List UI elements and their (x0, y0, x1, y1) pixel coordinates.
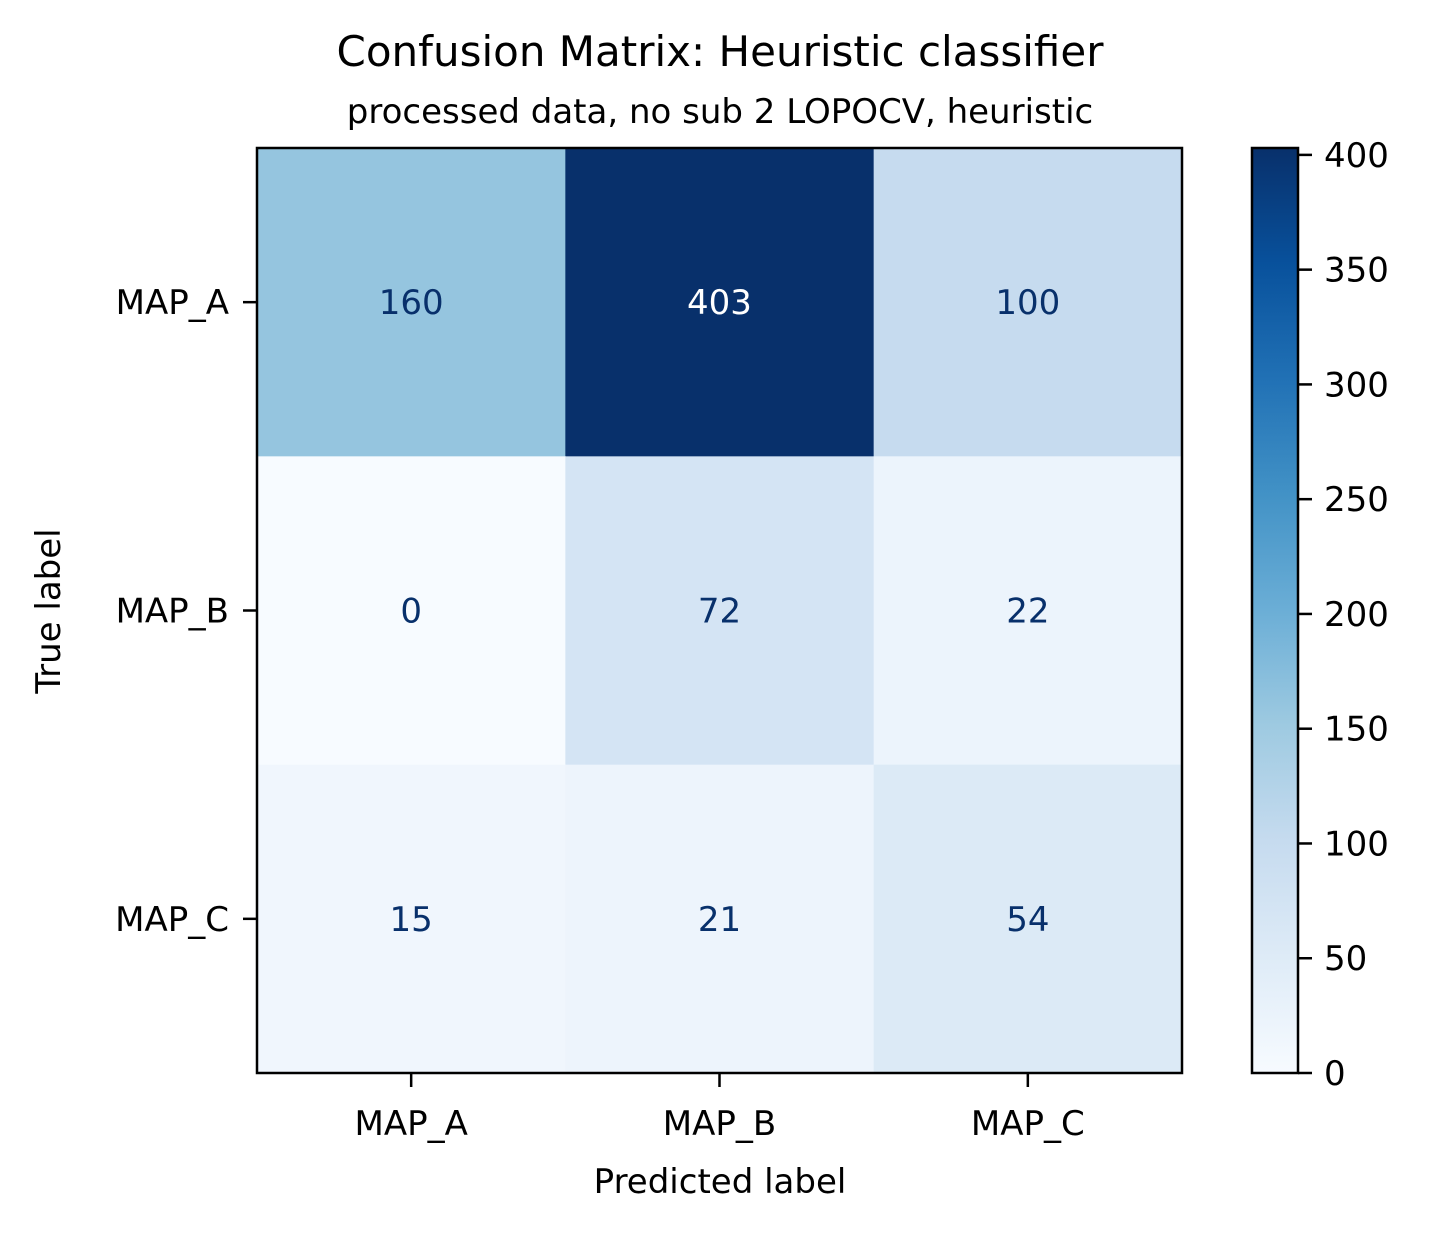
y-axis-label: True label (29, 528, 69, 694)
heatmap-cell (565, 764, 875, 1074)
colorbar-tick-label: 150 (1324, 710, 1389, 750)
x-tick-label: MAP_C (971, 1104, 1085, 1144)
colorbar-tick-label: 250 (1324, 480, 1389, 520)
cell-value-label: 160 (379, 283, 444, 323)
cell-value-label: 22 (1006, 592, 1049, 632)
cell-value-label: 21 (698, 900, 741, 940)
colorbar-gradient (1250, 146, 1300, 1075)
x-axis-ticks: MAP_A MAP_B MAP_C (354, 1073, 1085, 1144)
heatmap-cell (873, 148, 1183, 457)
heatmap-cell (873, 764, 1183, 1074)
heatmap-cell (873, 456, 1183, 766)
x-tick-label: MAP_B (663, 1104, 776, 1144)
colorbar-tick-label: 200 (1324, 595, 1389, 635)
cell-value-label: 403 (687, 283, 752, 323)
colorbar-tick-label: 100 (1324, 824, 1389, 864)
y-tick-label: MAP_C (115, 900, 229, 940)
y-tick-label: MAP_A (116, 283, 229, 323)
heatmap-cells: 160 403 100 0 72 22 15 21 54 (257, 148, 1183, 1074)
cell-value-label: 54 (1006, 900, 1049, 940)
colorbar-ticks: 0 50 100 150 200 250 300 350 400 (1298, 136, 1389, 1094)
heatmap-cell (257, 148, 566, 457)
chart-title: Confusion Matrix: Heuristic classifier (337, 27, 1105, 76)
cell-value-label: 0 (400, 592, 422, 632)
colorbar-tick-label: 0 (1324, 1054, 1346, 1094)
cell-value-label: 72 (698, 592, 741, 632)
cell-value-label: 100 (995, 283, 1060, 323)
colorbar-tick-label: 400 (1324, 136, 1389, 176)
y-tick-label: MAP_B (116, 592, 229, 632)
colorbar-tick-label: 300 (1324, 365, 1389, 405)
heatmap-cell (565, 148, 875, 457)
chart-subtitle: processed data, no sub 2 LOPOCV, heurist… (347, 92, 1093, 132)
heatmap-cell (257, 456, 566, 766)
colorbar-tick-label: 50 (1324, 939, 1367, 979)
colorbar: 0 50 100 150 200 250 300 350 400 (1250, 136, 1389, 1094)
x-axis-label: Predicted label (594, 1162, 847, 1202)
cell-value-label: 15 (390, 900, 433, 940)
heatmap-cell (257, 764, 566, 1074)
colorbar-tick-label: 350 (1324, 251, 1389, 291)
heatmap-cell (565, 456, 875, 766)
x-tick-label: MAP_A (354, 1104, 467, 1144)
y-axis-ticks: MAP_A MAP_B MAP_C (115, 283, 257, 940)
